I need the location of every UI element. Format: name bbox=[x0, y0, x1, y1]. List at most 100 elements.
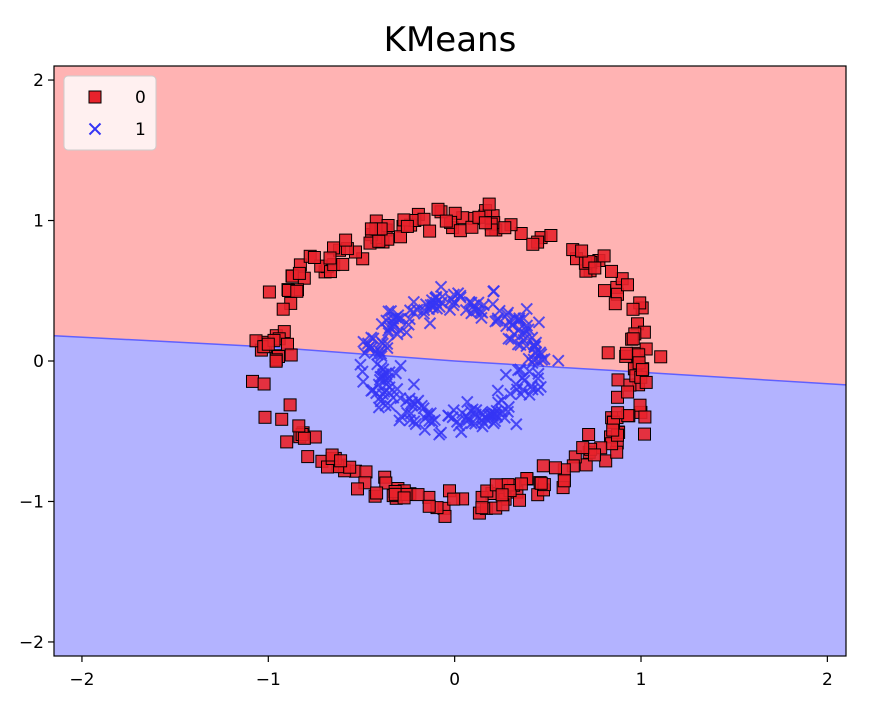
point-series-1 bbox=[463, 295, 476, 309]
point-series-1 bbox=[433, 300, 446, 314]
point-series-1 bbox=[433, 428, 446, 441]
point-series-0 bbox=[626, 302, 640, 316]
point-series-1 bbox=[371, 348, 384, 361]
point-series-0 bbox=[526, 237, 540, 251]
point-series-1 bbox=[477, 298, 490, 312]
point-series-0 bbox=[557, 474, 571, 488]
point-series-1 bbox=[522, 352, 535, 366]
point-series-0 bbox=[422, 499, 436, 513]
point-series-0 bbox=[465, 220, 479, 234]
legend-item-1: 1 bbox=[88, 120, 146, 140]
point-series-1 bbox=[538, 352, 551, 366]
point-series-1 bbox=[418, 423, 431, 437]
point-series-0 bbox=[284, 348, 298, 362]
point-series-1 bbox=[493, 304, 506, 318]
point-series-1 bbox=[532, 367, 545, 381]
point-series-1 bbox=[384, 399, 397, 413]
point-series-1 bbox=[374, 391, 387, 404]
point-series-1 bbox=[393, 414, 406, 427]
point-series-1 bbox=[375, 335, 388, 349]
point-series-1 bbox=[469, 408, 482, 421]
point-series-1 bbox=[491, 312, 505, 325]
point-series-1 bbox=[487, 284, 501, 298]
point-series-0 bbox=[579, 458, 593, 472]
point-series-1 bbox=[510, 418, 523, 431]
point-series-0 bbox=[301, 450, 315, 464]
point-series-0 bbox=[599, 454, 613, 468]
point-series-0 bbox=[257, 377, 271, 391]
point-series-1 bbox=[403, 414, 417, 427]
point-series-1 bbox=[526, 383, 539, 396]
point-series-1 bbox=[421, 407, 434, 420]
point-series-1 bbox=[504, 387, 517, 401]
point-series-1 bbox=[520, 319, 534, 332]
point-series-0 bbox=[453, 224, 467, 238]
point-series-1 bbox=[514, 338, 527, 352]
legend: 01 bbox=[63, 75, 157, 151]
point-series-0 bbox=[588, 448, 601, 462]
decision-boundary bbox=[54, 334, 846, 386]
point-series-1 bbox=[412, 394, 425, 407]
point-series-0 bbox=[280, 435, 294, 449]
point-series-1 bbox=[511, 338, 525, 351]
point-series-1 bbox=[504, 333, 518, 346]
point-series-1 bbox=[407, 378, 421, 391]
point-series-0 bbox=[482, 197, 496, 211]
point-series-0 bbox=[513, 493, 526, 507]
point-series-1 bbox=[491, 384, 505, 397]
point-series-0 bbox=[269, 354, 283, 368]
point-series-1 bbox=[531, 372, 545, 385]
point-series-0 bbox=[639, 375, 653, 389]
point-series-0 bbox=[514, 477, 528, 491]
point-series-1 bbox=[382, 305, 395, 318]
point-series-1 bbox=[405, 398, 418, 412]
legend-label: 0 bbox=[135, 88, 146, 108]
point-series-0 bbox=[447, 492, 461, 506]
point-series-1 bbox=[362, 341, 375, 355]
point-series-0 bbox=[394, 230, 407, 244]
y-tick-label: 0 bbox=[33, 352, 44, 372]
point-series-1 bbox=[516, 383, 530, 396]
point-series-1 bbox=[423, 317, 437, 330]
point-series-0 bbox=[514, 227, 528, 240]
point-series-1 bbox=[371, 358, 384, 371]
legend-label: 1 bbox=[135, 120, 146, 140]
y-tick-label: −2 bbox=[19, 633, 44, 653]
point-series-0 bbox=[534, 476, 548, 490]
point-series-0 bbox=[611, 373, 625, 387]
point-series-0 bbox=[598, 284, 611, 298]
point-series-1 bbox=[513, 322, 526, 336]
point-series-0 bbox=[638, 427, 651, 441]
point-series-1 bbox=[486, 409, 500, 423]
point-series-0 bbox=[498, 221, 512, 235]
point-series-0 bbox=[351, 482, 364, 496]
point-series-0 bbox=[439, 214, 453, 228]
point-series-1 bbox=[527, 338, 541, 351]
chart-title: KMeans bbox=[384, 20, 517, 60]
point-series-1 bbox=[505, 318, 519, 331]
point-series-0 bbox=[400, 219, 414, 233]
point-series-0 bbox=[619, 346, 633, 360]
point-series-0 bbox=[601, 346, 615, 360]
point-series-0 bbox=[339, 233, 353, 247]
point-series-1 bbox=[522, 323, 535, 336]
point-series-1 bbox=[434, 280, 448, 294]
point-series-0 bbox=[323, 251, 337, 265]
point-series-1 bbox=[394, 391, 407, 405]
point-series-1 bbox=[509, 311, 522, 325]
y-tick-label: −1 bbox=[19, 492, 44, 512]
legend-box bbox=[63, 75, 157, 151]
point-series-0 bbox=[611, 406, 625, 420]
point-series-0 bbox=[276, 302, 290, 316]
point-series-1 bbox=[375, 349, 388, 363]
point-series-1 bbox=[495, 394, 508, 407]
point-series-1 bbox=[408, 415, 421, 428]
point-series-1 bbox=[392, 312, 405, 325]
point-series-1 bbox=[356, 365, 369, 378]
legend-item-0: 0 bbox=[88, 88, 146, 108]
x-tick-label: 1 bbox=[636, 670, 647, 690]
point-series-1 bbox=[394, 312, 407, 326]
point-series-0 bbox=[417, 212, 431, 226]
point-series-0 bbox=[334, 454, 348, 468]
point-series-1 bbox=[500, 308, 514, 322]
